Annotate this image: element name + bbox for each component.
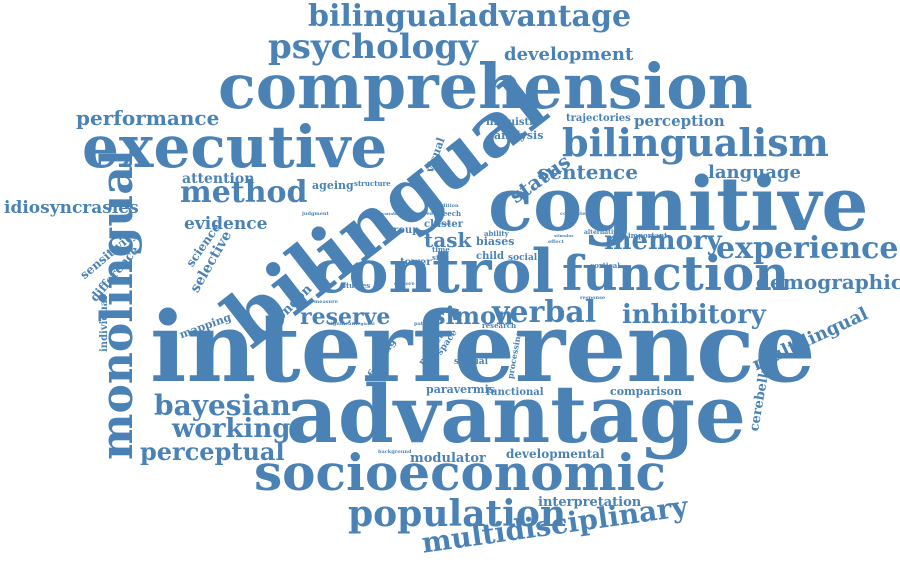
word-measure: measure [314, 299, 338, 305]
word-perceptual: perceptual [140, 437, 285, 466]
word-developmental: developmental [506, 447, 605, 461]
word-function: function [562, 246, 789, 302]
word-sentence: sentence [538, 160, 638, 184]
word-demographic: demographic [756, 270, 900, 294]
word-ability: ability [484, 229, 509, 238]
word-correlated: correlated [560, 211, 589, 217]
word-paravermis: paravermis [426, 383, 495, 396]
word-control: control [312, 237, 555, 307]
word-stimulus: stimulus [554, 233, 574, 238]
word-significant: significant [328, 321, 358, 327]
word-spatial: spatial [454, 357, 489, 367]
word-social: social [508, 253, 538, 263]
word-ageing: ageing [312, 179, 354, 192]
word-group: group [386, 225, 420, 236]
word-advantage: advantage [286, 367, 746, 461]
word-inhibitory: inhibitory [622, 300, 766, 330]
word-executive: executive [82, 113, 388, 181]
word-structure: structure [354, 179, 391, 188]
word-studies: studies [342, 281, 371, 290]
word-interference: interference [150, 291, 816, 404]
word-functional: functional [486, 387, 544, 398]
word-language: language [708, 162, 801, 183]
word-tower: tower [400, 257, 432, 268]
word-variability: variability [382, 211, 405, 216]
word-regional: regional [356, 321, 375, 326]
word-evidence: evidence [184, 214, 268, 234]
word-psychology: psychology [268, 27, 478, 67]
word-bilingualism: bilingualism [562, 120, 829, 165]
word-working: working [172, 414, 291, 444]
word-task: task [424, 228, 472, 252]
word-research: research [482, 321, 517, 330]
word-reserve: reserve [300, 304, 391, 330]
word-patterns: patterns [414, 321, 438, 327]
word-explore: explore [394, 281, 415, 287]
word-response: response [580, 295, 606, 301]
word-bayesian: bayesian [154, 389, 291, 422]
word-observed: observed [408, 211, 434, 217]
word-analysis: analysis [494, 129, 544, 142]
word-alternative: alternative [584, 229, 621, 236]
word-cognitive: cognitive [488, 162, 869, 248]
word-cluster: cluster [424, 219, 464, 230]
word-verbal: verbal [492, 295, 597, 330]
word-linguistic: linguistic [486, 117, 540, 128]
word-comparison: comparison [610, 385, 682, 398]
word-child: child [476, 251, 504, 262]
word-background: background [378, 449, 412, 455]
word-memory: memory [604, 226, 722, 256]
word-performance: performance [76, 106, 220, 130]
word-bilingualadvantage: bilingualadvantage [308, 0, 632, 34]
word-biases: biases [476, 235, 515, 248]
word-modulator: modulator [410, 451, 486, 466]
word-size: size [432, 253, 448, 262]
word-population: population [348, 493, 567, 535]
word-comprehension: comprehension [218, 50, 753, 123]
word-time: time [432, 245, 450, 254]
word-experience: experience [716, 231, 899, 266]
word-development: development [504, 44, 634, 65]
word-perception: perception [634, 112, 725, 130]
word-effect: effect [548, 239, 564, 245]
word-idiosyncrasies: idiosyncrasies [4, 198, 139, 218]
word-important: important [628, 231, 668, 240]
word-interpretation: interpretation [538, 495, 642, 510]
word-simon: simon [432, 301, 514, 330]
word-speech: speech [434, 209, 462, 218]
word-socioeconomic: socioeconomic [254, 443, 666, 502]
word-attention: attention [182, 171, 255, 187]
word-trajectories: trajectories [566, 113, 631, 124]
word-condition: condition [432, 203, 459, 209]
word-method: method [180, 175, 308, 210]
word-judgment: judgment [302, 211, 329, 217]
word-cortical: cortical [590, 261, 620, 270]
word-individual: individual [99, 295, 110, 352]
word-present: present [434, 221, 452, 226]
